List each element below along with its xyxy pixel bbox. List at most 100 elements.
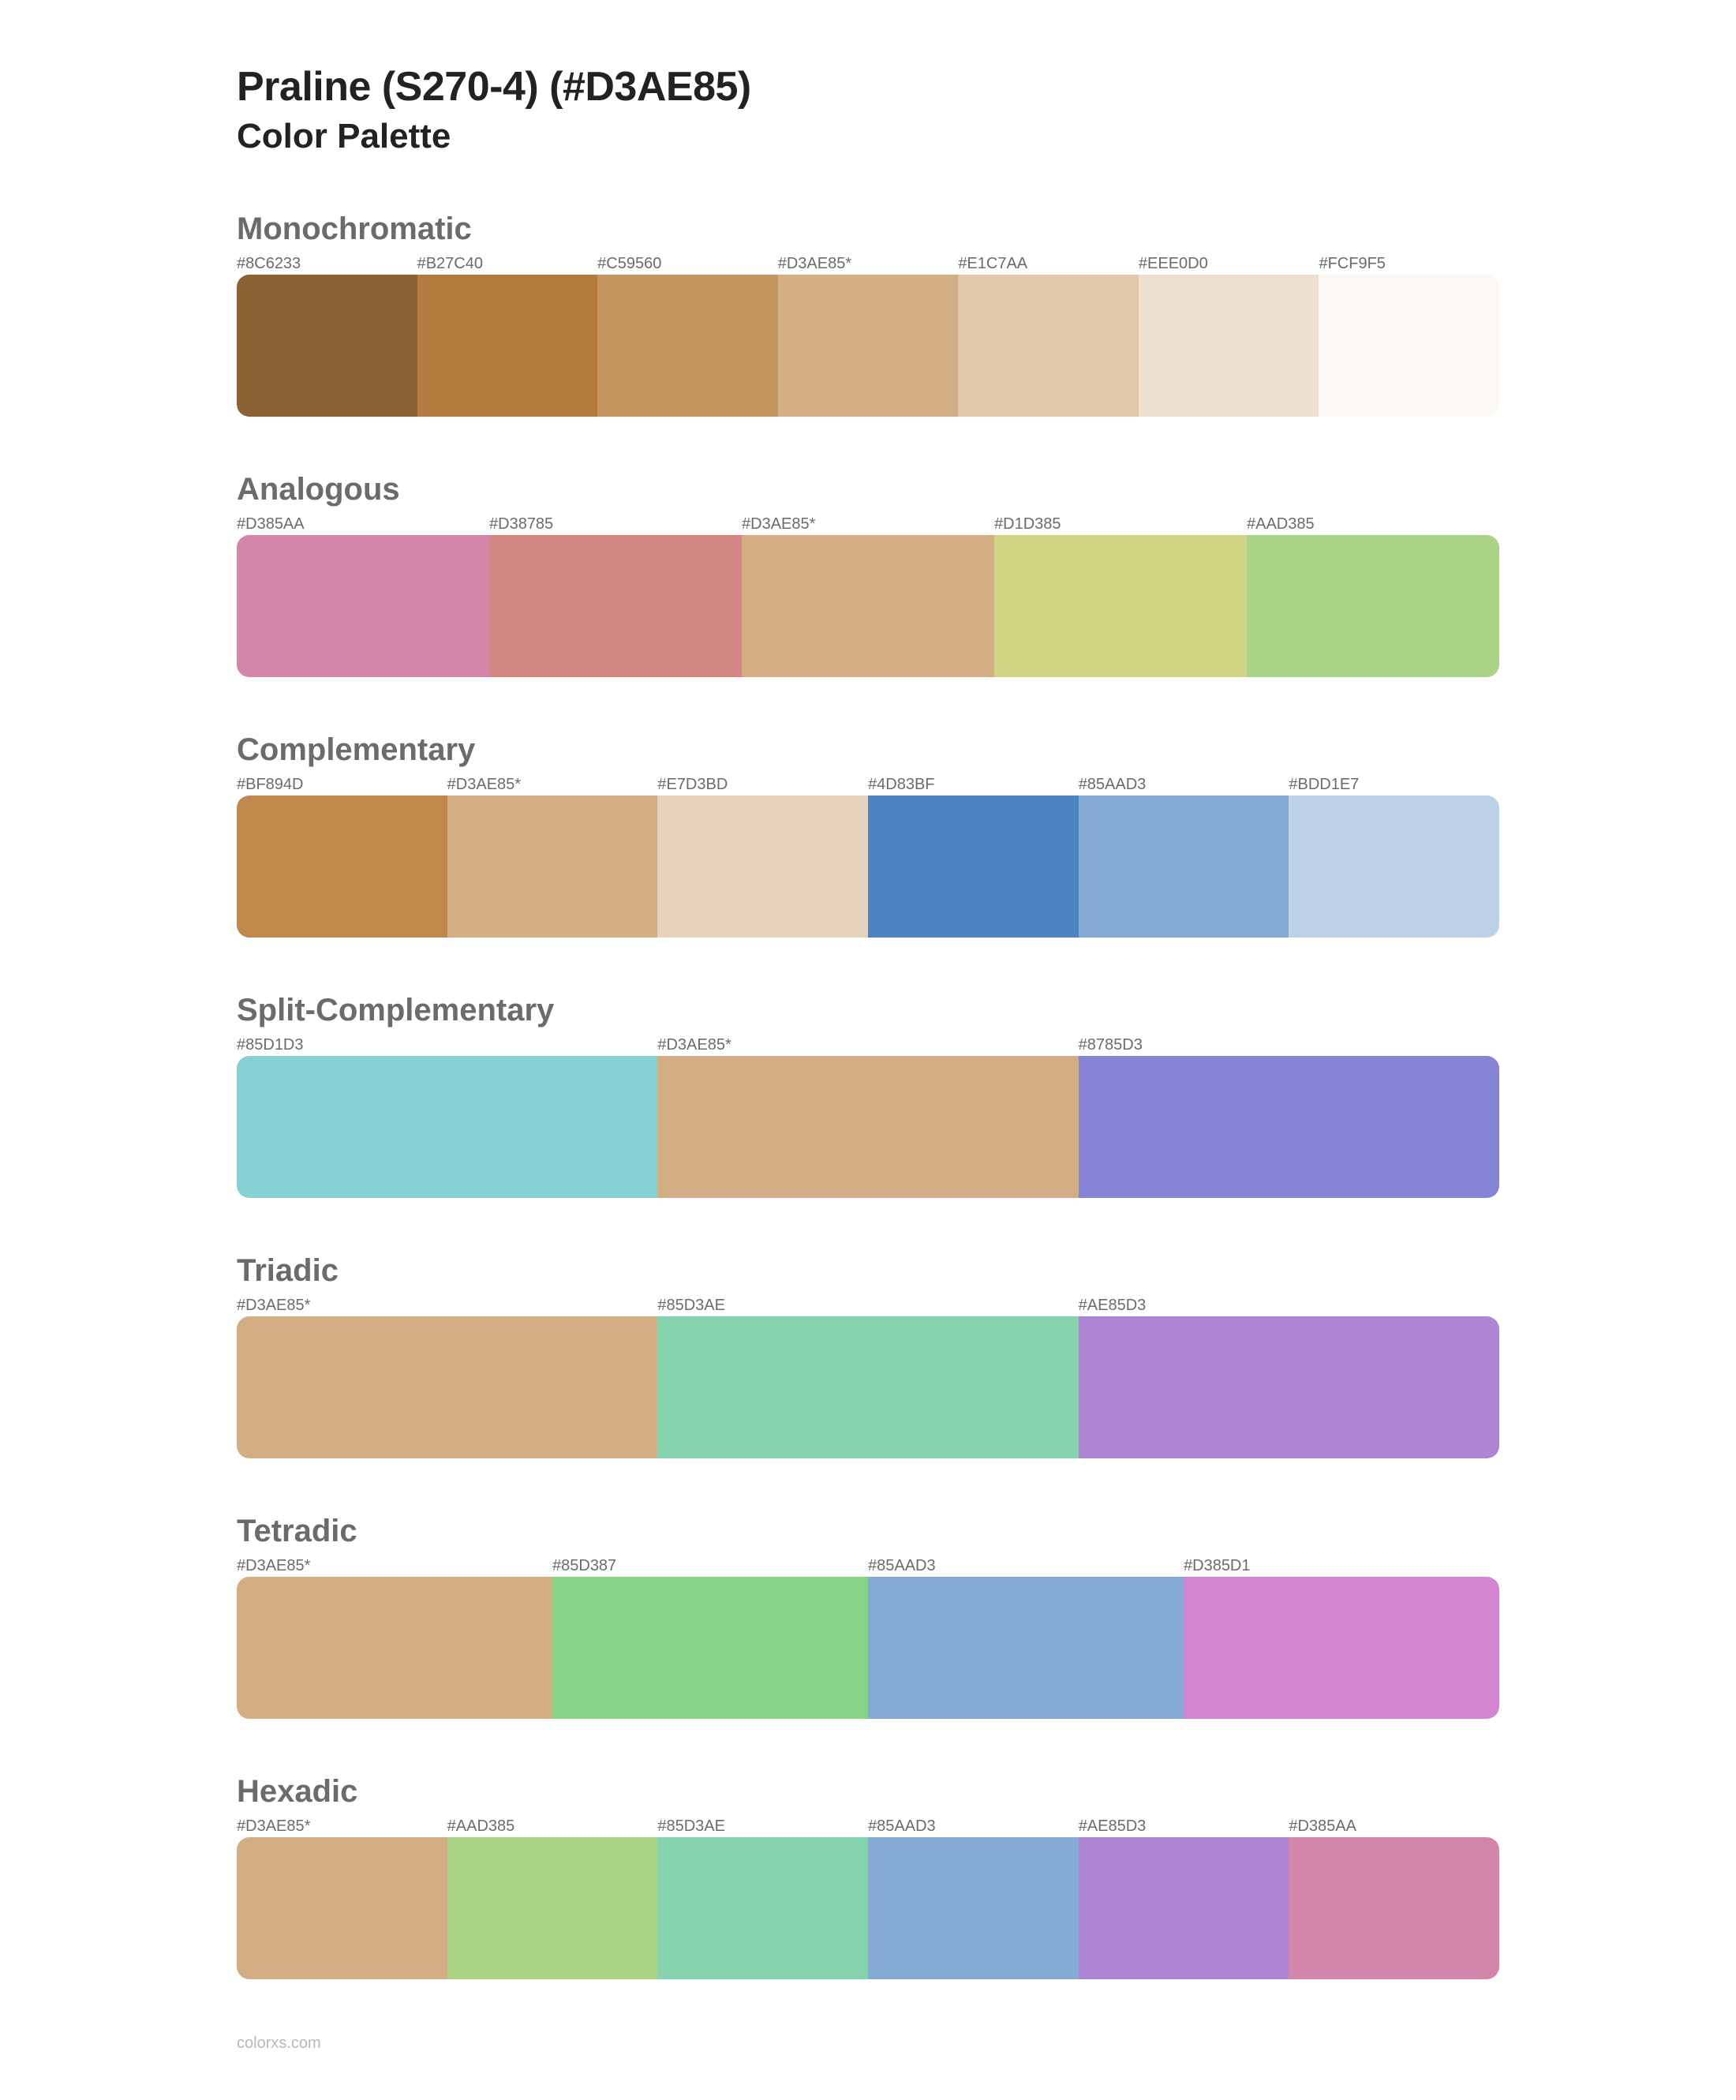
swatch-row — [237, 1577, 1499, 1719]
swatch-label: #8785D3 — [1079, 1036, 1499, 1054]
swatch-label: #D3AE85* — [237, 1297, 657, 1315]
palette-sections: Monochromatic#8C6233#B27C40#C59560#D3AE8… — [237, 211, 1499, 1979]
color-swatch — [1079, 1316, 1499, 1458]
color-swatch — [237, 1577, 552, 1719]
swatch-row — [237, 795, 1499, 938]
palette-section: Split-Complementary #85D1D3#D3AE85*#8785D… — [237, 993, 1499, 1198]
swatch-label: #85D1D3 — [237, 1036, 657, 1054]
section-title: Tetradic — [237, 1514, 1499, 1549]
color-swatch — [1079, 1056, 1499, 1198]
color-swatch — [447, 1837, 658, 1979]
swatch-label: #D38785 — [489, 515, 742, 533]
color-swatch — [742, 535, 994, 677]
color-swatch — [417, 275, 598, 417]
labels-row: #85D1D3#D3AE85*#8785D3 — [237, 1036, 1499, 1054]
color-swatch — [994, 535, 1247, 677]
swatch-label: #4D83BF — [868, 776, 1079, 794]
color-swatch — [868, 1577, 1184, 1719]
swatch-label: #AE85D3 — [1079, 1297, 1499, 1315]
color-swatch — [1079, 795, 1289, 938]
swatch-row — [237, 1056, 1499, 1198]
swatch-label: #D3AE85* — [657, 1036, 1078, 1054]
swatch-label: #EEE0D0 — [1139, 255, 1319, 273]
swatch-label: #D1D385 — [994, 515, 1247, 533]
palette-section: Triadic #D3AE85*#85D3AE#AE85D3 — [237, 1253, 1499, 1458]
color-swatch — [657, 795, 868, 938]
section-title: Monochromatic — [237, 211, 1499, 247]
color-swatch — [1079, 1837, 1289, 1979]
swatch-label: #E7D3BD — [657, 776, 868, 794]
color-swatch — [1289, 795, 1499, 938]
color-swatch — [597, 275, 778, 417]
swatch-label: #C59560 — [597, 255, 778, 273]
swatch-label: #AAD385 — [447, 1817, 658, 1836]
palette-section: Monochromatic #8C6233#B27C40#C59560#D3AE8… — [237, 211, 1499, 417]
swatch-label: #D385D1 — [1184, 1557, 1499, 1575]
swatch-label: #B27C40 — [417, 255, 598, 273]
color-swatch — [237, 795, 447, 938]
section-title: Complementary — [237, 732, 1499, 768]
swatch-label: #D385AA — [237, 515, 489, 533]
swatch-label: #D3AE85* — [237, 1817, 447, 1836]
color-swatch — [237, 535, 489, 677]
color-swatch — [237, 1837, 447, 1979]
color-swatch — [868, 795, 1079, 938]
swatch-label: #85D387 — [552, 1557, 868, 1575]
palette-section: Complementary #BF894D#D3AE85*#E7D3BD#4D83… — [237, 732, 1499, 938]
color-swatch — [657, 1316, 1078, 1458]
color-swatch — [237, 1316, 657, 1458]
swatch-label: #85AAD3 — [1079, 776, 1289, 794]
color-swatch — [657, 1056, 1078, 1198]
color-swatch — [778, 275, 959, 417]
color-swatch — [1289, 1837, 1499, 1979]
swatch-label: #D3AE85* — [447, 776, 658, 794]
swatch-label: #85D3AE — [657, 1297, 1078, 1315]
labels-row: #8C6233#B27C40#C59560#D3AE85*#E1C7AA#EEE… — [237, 255, 1499, 273]
swatch-label: #BF894D — [237, 776, 447, 794]
swatch-row — [237, 275, 1499, 417]
swatch-label: #85D3AE — [657, 1817, 868, 1836]
palette-section: Analogous #D385AA#D38785#D3AE85*#D1D385#A… — [237, 472, 1499, 677]
color-swatch — [958, 275, 1139, 417]
labels-row: #D3AE85*#85D3AE#AE85D3 — [237, 1297, 1499, 1315]
swatch-label: #AE85D3 — [1079, 1817, 1289, 1836]
swatch-label: #D3AE85* — [742, 515, 994, 533]
page-subtitle: Color Palette — [237, 117, 1499, 156]
labels-row: #D3AE85*#85D387#85AAD3#D385D1 — [237, 1557, 1499, 1575]
swatch-label: #D3AE85* — [778, 255, 959, 273]
color-swatch — [1184, 1577, 1499, 1719]
swatch-label: #85AAD3 — [868, 1817, 1079, 1836]
palette-section: Tetradic #D3AE85*#85D387#85AAD3#D385D1 — [237, 1514, 1499, 1719]
color-swatch — [552, 1577, 868, 1719]
section-title: Analogous — [237, 472, 1499, 507]
swatch-label: #FCF9F5 — [1319, 255, 1499, 273]
swatch-label: #D3AE85* — [237, 1557, 552, 1575]
swatch-row — [237, 535, 1499, 677]
footer-credit: colorxs.com — [237, 2034, 1499, 2053]
page-title: Praline (S270-4) (#D3AE85) — [237, 63, 1499, 110]
color-swatch — [1247, 535, 1499, 677]
color-swatch — [489, 535, 742, 677]
color-swatch — [1139, 275, 1319, 417]
swatch-label: #85AAD3 — [868, 1557, 1184, 1575]
swatch-label: #8C6233 — [237, 255, 417, 273]
color-swatch — [1319, 275, 1499, 417]
swatch-label: #D385AA — [1289, 1817, 1499, 1836]
labels-row: #D3AE85*#AAD385#85D3AE#85AAD3#AE85D3#D38… — [237, 1817, 1499, 1836]
color-swatch — [868, 1837, 1079, 1979]
section-title: Split-Complementary — [237, 993, 1499, 1028]
color-swatch — [237, 275, 417, 417]
section-title: Triadic — [237, 1253, 1499, 1289]
labels-row: #BF894D#D3AE85*#E7D3BD#4D83BF#85AAD3#BDD… — [237, 776, 1499, 794]
color-swatch — [447, 795, 658, 938]
color-swatch — [237, 1056, 657, 1198]
swatch-row — [237, 1316, 1499, 1458]
swatch-label: #E1C7AA — [958, 255, 1139, 273]
palette-section: Hexadic #D3AE85*#AAD385#85D3AE#85AAD3#AE8… — [237, 1774, 1499, 1979]
labels-row: #D385AA#D38785#D3AE85*#D1D385#AAD385 — [237, 515, 1499, 533]
swatch-label: #AAD385 — [1247, 515, 1499, 533]
swatch-row — [237, 1837, 1499, 1979]
swatch-label: #BDD1E7 — [1289, 776, 1499, 794]
section-title: Hexadic — [237, 1774, 1499, 1810]
color-swatch — [657, 1837, 868, 1979]
